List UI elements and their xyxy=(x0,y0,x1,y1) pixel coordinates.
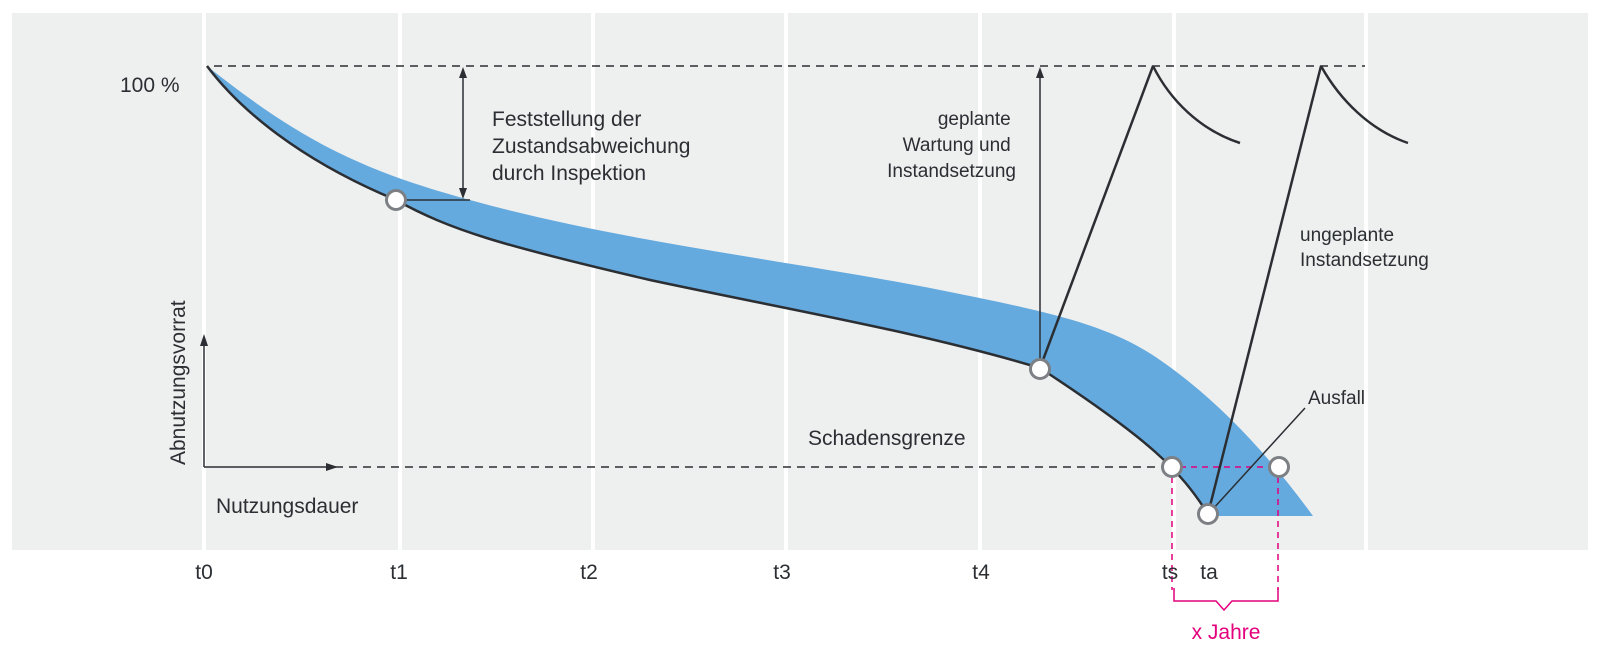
time-ticks: t0 t1 t2 t3 t4 ts ta xyxy=(195,561,1218,584)
inspection-label-line-3: durch Inspektion xyxy=(492,162,646,185)
y-100-label: 100 % xyxy=(120,74,180,97)
unplanned-label-line-2: Instandsetzung xyxy=(1300,250,1429,271)
x-years-label: x Jahre xyxy=(1192,621,1261,644)
inspection-arrowhead-up xyxy=(459,67,467,78)
condition-curve xyxy=(206,65,1210,515)
wear-reserve-band xyxy=(207,66,1313,516)
tick-t1: t1 xyxy=(390,561,408,584)
unplanned-label: ungeplante Instandsetzung xyxy=(1300,225,1429,271)
planned-label: geplante Wartung und Instandsetzung xyxy=(887,109,1016,182)
tick-t4: t4 xyxy=(972,561,990,584)
tick-t2: t2 xyxy=(580,561,598,584)
unplanned-label-line-1: ungeplante xyxy=(1300,225,1394,246)
inspection-label-line-1: Feststellung der xyxy=(492,108,641,131)
unplanned-maintenance-path xyxy=(1206,65,1409,515)
planned-maintenance-path xyxy=(1038,65,1241,369)
x-axis-label: Nutzungsdauer xyxy=(216,495,358,518)
planned-label-line-2: Wartung und xyxy=(903,135,1011,156)
tick-ta: ta xyxy=(1200,561,1218,584)
inspection-arrow xyxy=(396,67,470,201)
x-years-bracket xyxy=(1173,588,1279,612)
tick-ts: ts xyxy=(1162,561,1178,584)
marker-failure-limit xyxy=(1268,456,1290,478)
inspection-arrowhead-down xyxy=(459,188,467,199)
marker-ta xyxy=(1197,503,1219,525)
planned-label-line-3: Instandsetzung xyxy=(887,161,1016,182)
unplanned-rise-line xyxy=(1206,65,1323,515)
planned-arrow xyxy=(1036,67,1044,362)
failure-pointer xyxy=(1211,407,1306,511)
unplanned-decay-curve xyxy=(1319,65,1409,145)
planned-decay-curve xyxy=(1151,65,1241,145)
inspection-label-line-2: Zustandsabweichung xyxy=(492,135,690,158)
failure-label: Ausfall xyxy=(1308,388,1365,409)
y-axis-arrowhead xyxy=(200,334,208,346)
tick-t3: t3 xyxy=(773,561,791,584)
marker-ts xyxy=(1161,456,1183,478)
y-axis-label: Abnutzungsvorrat xyxy=(167,300,190,465)
x-years-markers xyxy=(1171,466,1279,612)
marker-planned xyxy=(1029,358,1051,380)
inspection-label: Feststellung der Zustandsabweichung durc… xyxy=(492,108,696,185)
tick-t0: t0 xyxy=(195,561,213,584)
marker-inspection xyxy=(385,189,407,211)
planned-arrowhead-up xyxy=(1036,67,1044,78)
axes-icon xyxy=(200,334,338,471)
markers xyxy=(385,189,1290,525)
planned-rise-line xyxy=(1038,65,1155,369)
damage-limit-label: Schadensgrenze xyxy=(808,427,966,450)
x-axis-arrowhead xyxy=(326,463,338,471)
planned-label-line-1: geplante xyxy=(938,109,1011,130)
